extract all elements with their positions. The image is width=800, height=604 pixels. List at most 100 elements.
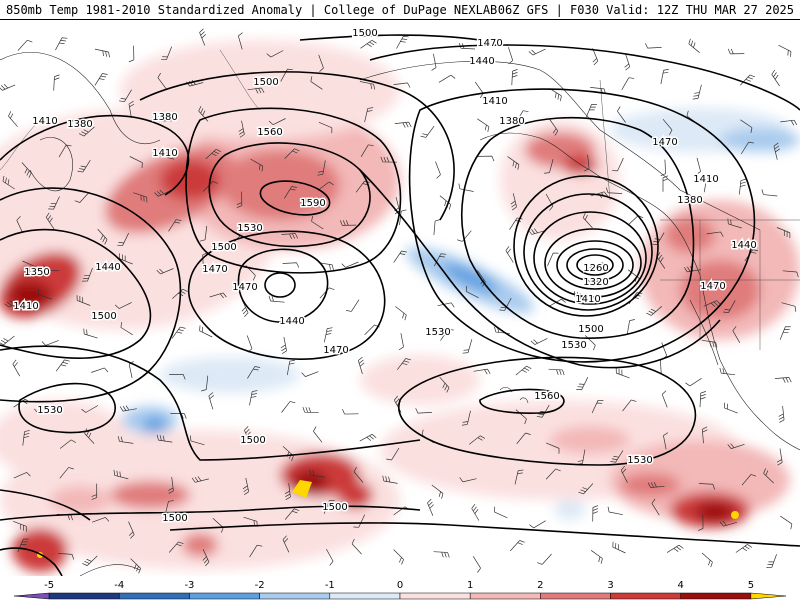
wind-barb	[724, 402, 738, 414]
wind-barb	[440, 328, 454, 341]
wind-barb	[43, 264, 60, 272]
wind-barb	[666, 544, 684, 553]
wind-barb	[284, 508, 300, 520]
height-contour-label: 1410	[693, 174, 718, 185]
colorbar-segment	[189, 592, 260, 600]
wind-barb	[266, 50, 284, 58]
wind-barb	[128, 45, 135, 63]
wind-barb	[727, 48, 745, 55]
wind-barb	[133, 192, 148, 203]
wind-barb	[156, 268, 174, 275]
wind-barb	[515, 110, 529, 123]
wind-barb	[281, 401, 296, 413]
wind-barb	[113, 470, 129, 480]
wind-barb	[22, 429, 30, 446]
wind-barb	[394, 121, 412, 128]
colorbar-tick-label: 3	[607, 580, 613, 591]
wind-barb	[323, 327, 333, 343]
wind-barb	[494, 506, 508, 519]
wind-barb	[323, 500, 335, 514]
wind-barb	[439, 376, 450, 393]
wind-barb	[530, 338, 548, 345]
wind-barb	[205, 149, 222, 160]
height-contour-label: 1440	[279, 316, 304, 327]
wind-barb	[364, 324, 380, 336]
wind-barb	[393, 549, 404, 565]
wind-barb	[280, 337, 287, 355]
wind-barb	[242, 477, 250, 495]
wind-barb	[77, 160, 91, 173]
wind-barb	[692, 84, 702, 100]
colorbar-segment	[750, 592, 787, 600]
wind-barb	[719, 367, 736, 376]
wind-barb	[515, 365, 532, 376]
wind-barb	[656, 252, 666, 269]
wind-barb	[128, 100, 135, 118]
height-contour-label: 1320	[583, 277, 608, 288]
wind-barb	[0, 335, 15, 346]
wind-barb	[284, 483, 291, 500]
wind-barb	[420, 125, 435, 138]
wind-barb	[462, 339, 473, 354]
wind-barb	[472, 556, 481, 573]
wind-barb	[359, 81, 375, 90]
wind-barb	[286, 359, 296, 376]
colorbar-segment	[119, 592, 190, 600]
wind-barb	[774, 377, 792, 383]
wind-barb	[119, 405, 137, 412]
wind-barb	[547, 252, 559, 266]
wind-barb	[130, 558, 141, 574]
wind-barb	[771, 69, 780, 87]
wind-barb	[364, 107, 374, 123]
wind-barb	[268, 295, 285, 303]
colorbar-segment	[540, 592, 611, 600]
wind-barb	[510, 193, 517, 211]
wind-barb	[353, 514, 366, 528]
wind-barb	[468, 435, 486, 445]
wind-barb	[474, 81, 484, 99]
wind-barb	[199, 225, 208, 242]
wind-barb	[0, 83, 16, 91]
wind-barb	[615, 367, 630, 379]
colorbar-segment	[469, 592, 541, 600]
wind-barb	[94, 73, 108, 86]
height-contour-label: 1590	[300, 198, 325, 209]
wind-barb	[584, 154, 590, 172]
wind-barb	[199, 325, 213, 338]
wind-barb	[427, 498, 434, 516]
wind-barb	[723, 300, 736, 313]
height-contour-label: 1530	[237, 223, 262, 234]
wind-barb	[202, 181, 218, 192]
wind-barb	[4, 299, 22, 308]
wind-barb	[776, 448, 783, 466]
wind-barb	[78, 126, 95, 137]
wind-barb	[282, 446, 294, 461]
wind-barb	[393, 82, 411, 88]
height-contour-label: 1440	[469, 56, 494, 67]
anomaly-map: 1500 1470 1440 1410 1380 1500 1380 1410 1560 1590…	[0, 20, 800, 576]
wind-barb	[646, 306, 663, 316]
colorbar-tick-label: 4	[678, 580, 684, 591]
wind-barb	[386, 447, 400, 461]
wind-barb	[663, 432, 669, 450]
wind-barb	[360, 144, 374, 157]
wind-barb	[128, 521, 135, 539]
wind-barb	[357, 356, 365, 375]
wind-barb	[351, 538, 362, 555]
wind-barb	[13, 520, 27, 532]
wind-barb	[360, 39, 377, 49]
wind-barb	[706, 231, 724, 237]
wind-barb	[719, 520, 737, 527]
wind-barb	[34, 408, 52, 414]
wind-barb	[651, 232, 665, 246]
wind-barb	[773, 142, 780, 160]
wind-barb	[514, 469, 524, 485]
wind-barb	[317, 181, 334, 191]
extreme-anomaly-spots	[37, 480, 739, 558]
height-contour-label: 1530	[561, 340, 586, 351]
wind-barb	[732, 326, 741, 343]
wind-barb	[622, 399, 637, 412]
wind-barb	[528, 228, 546, 235]
wind-barb	[703, 176, 712, 193]
colorbar-tick-label: -1	[325, 580, 335, 591]
